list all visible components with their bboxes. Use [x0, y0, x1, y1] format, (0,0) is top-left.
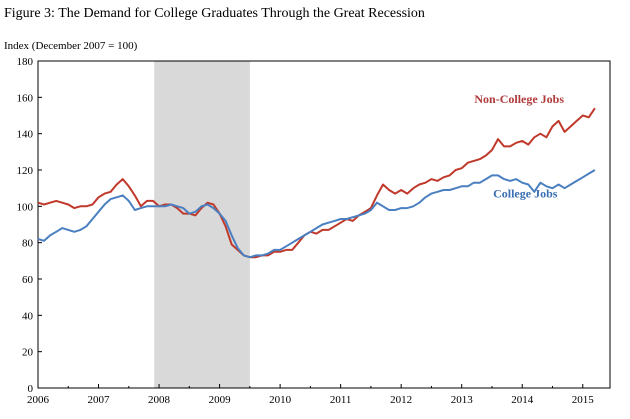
series-label-college-jobs: College Jobs: [493, 186, 558, 200]
x-tick-label: 2010: [269, 394, 292, 406]
y-tick-label: 40: [22, 310, 34, 322]
y-axis-title: Index (December 2007 = 100): [4, 40, 138, 52]
plot-frame: [37, 60, 611, 389]
recession-band-layer: [154, 61, 250, 388]
x-tick-label: 2007: [88, 394, 111, 406]
y-tick-label: 100: [17, 201, 34, 213]
x-tick-label: 2006: [27, 394, 50, 406]
x-tick-label: 2015: [572, 394, 595, 406]
y-tick-label: 180: [17, 56, 34, 68]
x-tick-label: 2014: [511, 394, 534, 406]
y-tick-label: 20: [22, 347, 34, 359]
series-line-non-college-jobs: [37, 107, 596, 259]
x-tick-label: 2008: [148, 394, 171, 406]
series-line-college-jobs: [37, 169, 596, 259]
y-tick-label: 80: [22, 238, 34, 250]
series-label-layer: Non-College Jobs College Jobs: [474, 92, 564, 200]
y-tick-label: 120: [17, 165, 34, 177]
x-tick-label: 2011: [330, 394, 352, 406]
x-tick-label: 2013: [451, 394, 474, 406]
x-tick-label: 2012: [390, 394, 412, 406]
y-tick-label: 0: [28, 383, 34, 395]
y-tick-label: 60: [22, 274, 34, 286]
series-label-non-college-jobs: Non-College Jobs: [474, 92, 564, 106]
axes-layer: 0 20 40 60 80 100 120 140 160 180 2006 2007 2008 2009…: [17, 56, 611, 406]
x-tick-label: 2009: [209, 394, 232, 406]
recession-band: [154, 61, 250, 388]
figure-title: Figure 3: The Demand for College Graduat…: [4, 6, 425, 21]
series-layer: [37, 107, 596, 259]
y-tick-label: 140: [17, 129, 34, 141]
y-tick-label: 160: [17, 92, 34, 104]
